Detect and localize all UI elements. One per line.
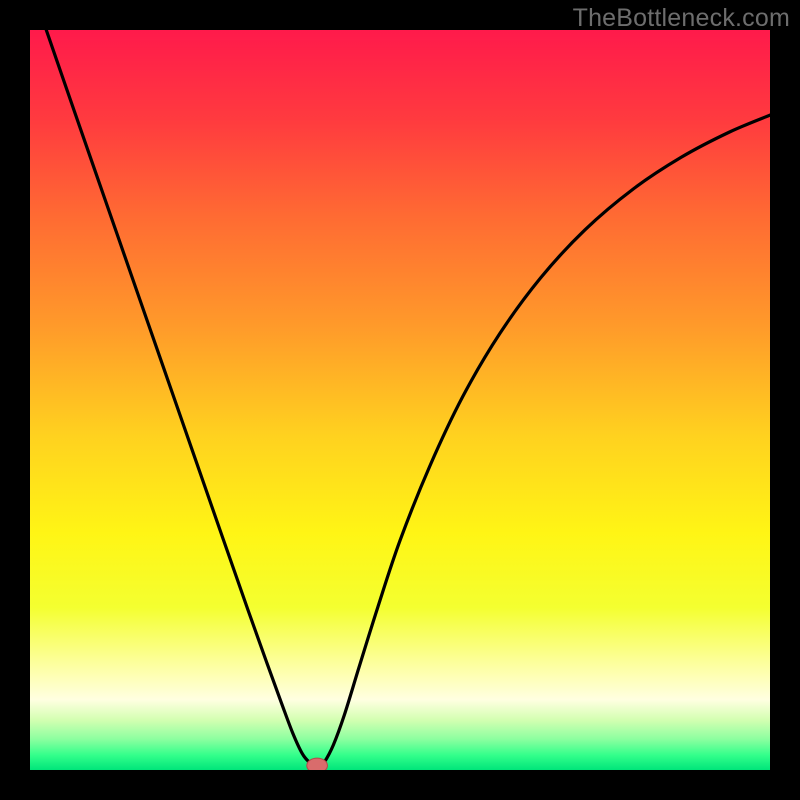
- watermark-text: TheBottleneck.com: [573, 4, 790, 33]
- optimal-point-marker: [307, 758, 328, 770]
- gradient-background: [30, 30, 770, 770]
- chart-frame: TheBottleneck.com: [0, 0, 800, 800]
- bottleneck-curve-chart: [30, 30, 770, 770]
- plot-area: [30, 30, 770, 770]
